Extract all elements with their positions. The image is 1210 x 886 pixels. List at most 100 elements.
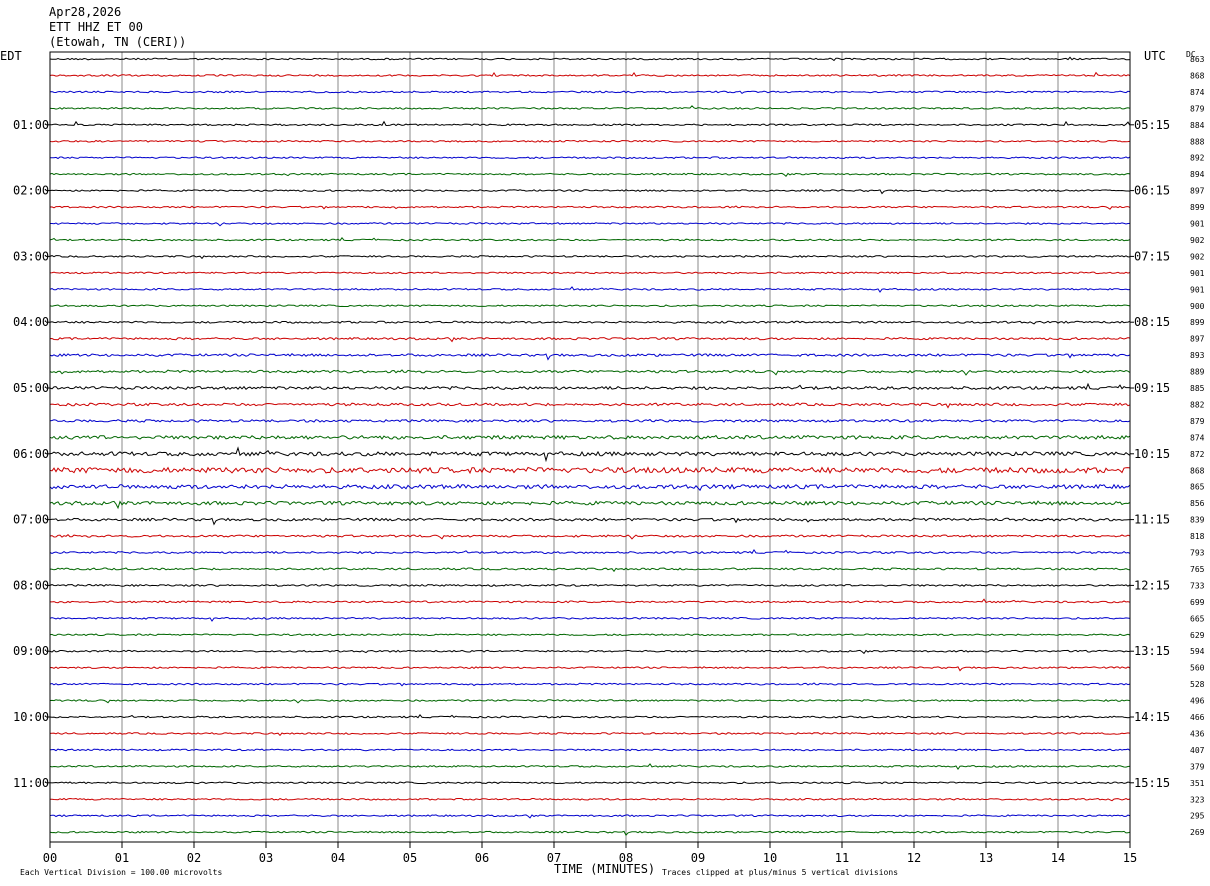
header-location: (Etowah, TN (CERI)) — [49, 35, 186, 49]
x-tick-label-13: 13 — [979, 851, 993, 865]
left-hour-label: 04:00 — [13, 315, 49, 329]
left-hour-label: 11:00 — [13, 776, 49, 790]
dc-value-label: 897 — [1190, 187, 1205, 196]
trace-line-14 — [49, 271, 1131, 275]
trace-line-45 — [49, 781, 1131, 785]
x-tick-label-10: 10 — [763, 851, 777, 865]
trace-line-8 — [49, 172, 1131, 178]
left-hour-label: 09:00 — [13, 644, 49, 658]
trace-line-40 — [49, 699, 1131, 704]
right-hour-label: 12:15 — [1134, 578, 1170, 592]
left-hour-label: 08:00 — [13, 578, 49, 592]
x-tick-label-09: 09 — [691, 851, 705, 865]
trace-line-27 — [49, 483, 1131, 492]
dc-value-label: 901 — [1190, 285, 1205, 294]
trace-line-47 — [49, 814, 1131, 819]
dc-value-label: 865 — [1190, 483, 1205, 492]
right-timezone-label: UTC — [1144, 49, 1166, 63]
right-hour-labels: 05:15 06:15 07:15 08:15 09:15 10:15 11:15 12:15… — [1130, 118, 1170, 790]
trace-line-10 — [49, 205, 1131, 210]
trace-line-44 — [49, 763, 1131, 771]
dc-value-labels: 863 868 874 879 884 888 892 894 897 899 901 902 902 9… — [1190, 55, 1205, 837]
dc-value-label: 889 — [1190, 368, 1205, 377]
trace-line-29 — [49, 517, 1131, 526]
trace-line-25 — [49, 446, 1131, 463]
plot-frame — [49, 51, 1131, 843]
dc-value-label: 902 — [1190, 252, 1205, 261]
header-date: Apr28,2026 — [49, 5, 121, 19]
dc-value-label: 818 — [1190, 532, 1205, 541]
header-station: ETT HHZ ET 00 — [49, 20, 143, 34]
trace-line-46 — [50, 797, 1131, 802]
trace-line-28 — [49, 500, 1131, 510]
dc-value-label: 893 — [1190, 351, 1205, 360]
trace-line-16 — [49, 304, 1131, 308]
right-hour-label: 11:15 — [1134, 513, 1170, 527]
right-hour-label: 09:15 — [1134, 381, 1170, 395]
dc-value-label: 351 — [1190, 779, 1205, 788]
x-tick-label-01: 01 — [115, 851, 129, 865]
trace-line-41 — [49, 713, 1131, 719]
trace-line-42 — [49, 731, 1131, 737]
dc-value-label: 892 — [1190, 154, 1205, 163]
x-tick-label-02: 02 — [187, 851, 201, 865]
trace-line-37 — [49, 649, 1131, 655]
x-tick-label-04: 04 — [331, 851, 345, 865]
x-axis-label: TIME (MINUTES) — [554, 862, 655, 876]
dc-value-label: 863 — [1190, 55, 1205, 64]
scale-note: Each Vertical Division = 100.00 microvol… — [20, 868, 222, 877]
x-tick-label-07: 07 — [547, 851, 561, 865]
dc-value-label: 793 — [1190, 549, 1205, 558]
trace-line-38 — [49, 666, 1131, 672]
x-tick-label-05: 05 — [403, 851, 417, 865]
left-hour-label: 01:00 — [13, 118, 49, 132]
x-tick-label-03: 03 — [259, 851, 273, 865]
trace-line-9 — [49, 189, 1131, 195]
dc-value-label: 699 — [1190, 598, 1205, 607]
trace-line-11 — [50, 222, 1131, 227]
dc-value-label: 407 — [1190, 746, 1205, 755]
right-hour-label: 08:15 — [1134, 315, 1170, 329]
trace-line-19 — [49, 353, 1131, 361]
dc-value-label: 874 — [1190, 88, 1205, 97]
dc-value-label: 594 — [1190, 647, 1205, 656]
dc-value-label: 323 — [1190, 795, 1205, 804]
dc-value-label: 528 — [1190, 680, 1205, 689]
trace-line-13 — [49, 254, 1130, 260]
left-hour-label: 07:00 — [13, 513, 49, 527]
dc-value-label: 379 — [1190, 762, 1205, 771]
trace-line-31 — [49, 548, 1131, 555]
trace-line-48 — [49, 830, 1131, 836]
dc-value-label: 872 — [1190, 450, 1205, 459]
dc-value-label: 269 — [1190, 828, 1205, 837]
dc-value-label: 629 — [1190, 631, 1205, 640]
right-hour-label: 07:15 — [1134, 249, 1170, 263]
x-tick-label-06: 06 — [475, 851, 489, 865]
right-hour-label: 13:15 — [1134, 644, 1170, 658]
dc-value-label: 879 — [1190, 104, 1205, 113]
right-hour-label: 14:15 — [1134, 710, 1170, 724]
clip-note: Traces clipped at plus/minus 5 vertical … — [662, 868, 898, 877]
left-hour-label: 02:00 — [13, 184, 49, 198]
dc-value-label: 874 — [1190, 433, 1205, 442]
left-timezone-label: EDT — [0, 49, 22, 63]
left-hour-label: 03:00 — [13, 249, 49, 263]
trace-line-3 — [49, 90, 1131, 95]
trace-line-12 — [49, 236, 1131, 242]
right-hour-label: 05:15 — [1134, 118, 1170, 132]
x-tick-label-12: 12 — [907, 851, 921, 865]
trace-line-23 — [49, 418, 1131, 423]
x-axis-ticks: 00 01 02 03 04 05 06 07 08 09 10 11 12 13 14 15 — [43, 842, 1137, 865]
dc-value-label: 884 — [1190, 121, 1205, 130]
dc-value-label: 856 — [1190, 499, 1205, 508]
dc-value-label: 885 — [1190, 384, 1205, 393]
trace-line-24 — [49, 434, 1131, 441]
left-hour-label: 10:00 — [13, 710, 49, 724]
x-tick-label-15: 15 — [1123, 851, 1137, 865]
trace-line-7 — [49, 156, 1131, 160]
dc-value-label: 868 — [1190, 466, 1205, 475]
trace-line-2 — [49, 71, 1131, 77]
trace-line-5 — [49, 120, 1131, 127]
trace-line-17 — [49, 320, 1131, 325]
